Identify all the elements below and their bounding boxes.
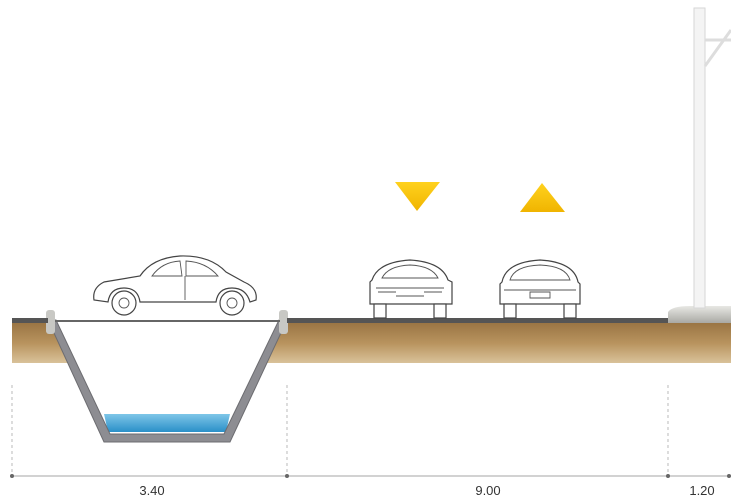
road-surface — [287, 318, 669, 323]
dimension-label: 3.40 — [139, 483, 164, 498]
car-front — [369, 259, 453, 319]
channel-void — [48, 320, 287, 442]
dimension-label: 9.00 — [475, 483, 500, 498]
direction-down — [395, 182, 440, 211]
sidewalk — [668, 306, 731, 323]
channel-edge — [279, 310, 288, 334]
road-surface — [12, 318, 48, 323]
car-rear — [499, 259, 581, 319]
car-side — [93, 255, 257, 316]
water — [104, 414, 230, 432]
pole-arm — [703, 29, 731, 67]
pole — [693, 7, 706, 309]
channel-edge — [46, 310, 55, 334]
dimension-label: 1.20 — [689, 483, 714, 498]
dimension-ticks — [10, 474, 731, 478]
direction-up — [520, 183, 565, 212]
